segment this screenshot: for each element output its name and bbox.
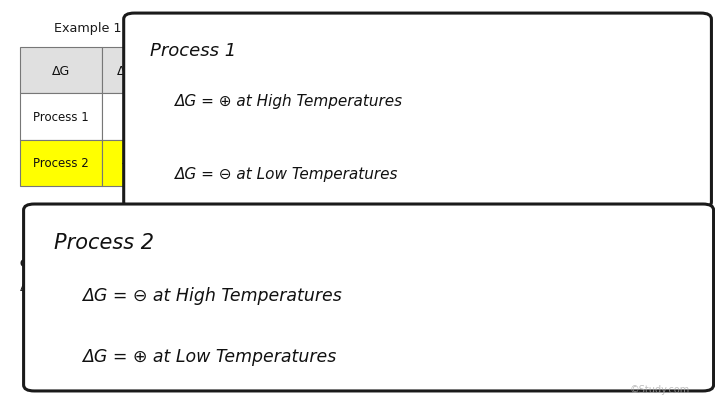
Text: Process 2: Process 2	[34, 157, 89, 170]
Text: ΔG: ΔG	[52, 65, 70, 78]
Text: ΔG = ⊕ at High Temperatures: ΔG = ⊕ at High Temperatures	[175, 94, 403, 109]
FancyBboxPatch shape	[102, 140, 149, 186]
Text: +: +	[120, 157, 131, 170]
Text: +: +	[167, 157, 177, 170]
Text: ΔG = ⊕ at Low Temperatures: ΔG = ⊕ at Low Temperatures	[82, 347, 337, 365]
Text: ΔH: ΔH	[117, 65, 134, 78]
Text: -: -	[169, 111, 174, 124]
FancyBboxPatch shape	[124, 14, 711, 209]
Text: Example 1 - Based on the table below, determine the sign of ΔG at different temp: Example 1 - Based on the table below, de…	[54, 22, 636, 35]
Text: ΔG = ⊖ at High Temperatures: ΔG = ⊖ at High Temperatures	[82, 287, 342, 305]
Text: Process 2: Process 2	[54, 233, 154, 253]
FancyBboxPatch shape	[20, 48, 102, 94]
Text: ΔS: ΔS	[164, 65, 180, 78]
FancyBboxPatch shape	[20, 140, 102, 186]
FancyBboxPatch shape	[24, 205, 714, 391]
Text: -: -	[123, 111, 128, 124]
FancyBboxPatch shape	[102, 94, 149, 140]
Text: Gibb's Free Energy: Gibb's Free Energy	[20, 259, 134, 269]
Text: ©Study.com: ©Study.com	[630, 384, 690, 394]
Text: Process 1: Process 1	[34, 111, 89, 124]
Text: ΔG = ⊖ at Low Temperatures: ΔG = ⊖ at Low Temperatures	[175, 166, 399, 181]
FancyBboxPatch shape	[20, 94, 102, 140]
FancyBboxPatch shape	[149, 140, 195, 186]
FancyBboxPatch shape	[149, 94, 195, 140]
Text: ΔG = ΔH - TΔS: ΔG = ΔH - TΔS	[20, 283, 99, 293]
FancyBboxPatch shape	[102, 48, 149, 94]
Text: Process 1: Process 1	[150, 42, 237, 60]
FancyBboxPatch shape	[149, 48, 195, 94]
